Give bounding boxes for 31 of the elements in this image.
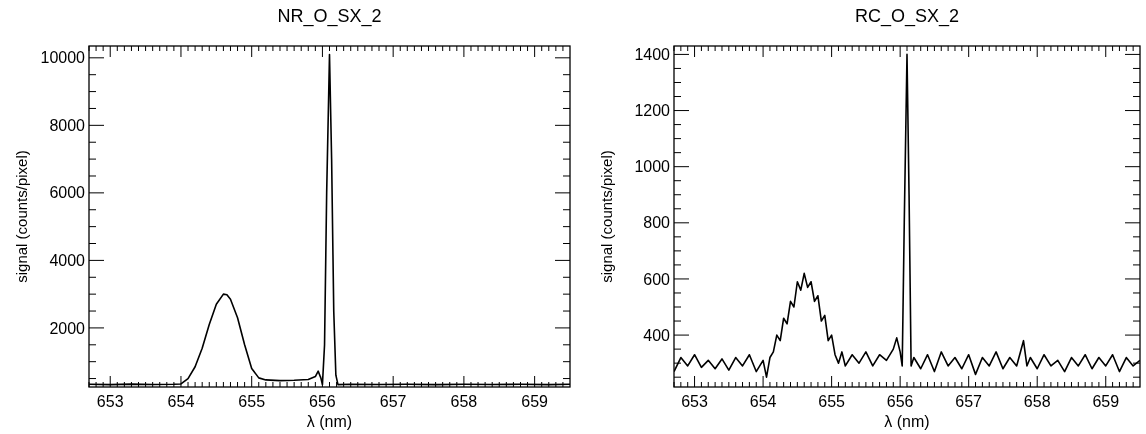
x-tick-label: 654 [167, 393, 195, 410]
x-tick-label: 659 [521, 393, 549, 410]
x-tick-label: 657 [379, 393, 407, 410]
y-tick-label: 600 [643, 270, 671, 288]
x-tick-label: 656 [886, 393, 914, 410]
x-tick-label: 656 [309, 393, 336, 410]
x-tick-label: 655 [818, 393, 846, 410]
y-tick-label: 8000 [49, 116, 86, 134]
x-axis-title: λ (nm) [306, 413, 353, 430]
x-tick-label: 658 [450, 393, 478, 410]
x-tick-label: 659 [1092, 393, 1120, 410]
y-tick-label: 800 [643, 214, 671, 232]
chart-title: NR_O_SX_2 [277, 6, 382, 27]
y-tick-label: 4000 [49, 251, 86, 269]
y-tick-label: 1400 [634, 46, 671, 64]
x-tick-label: 653 [96, 393, 124, 410]
x-tick-label: 658 [1023, 393, 1051, 410]
y-tick-label: 2000 [49, 319, 86, 337]
y-tick-label: 1000 [634, 158, 671, 176]
y-tick-label: 10000 [40, 49, 86, 67]
y-tick-label: 6000 [49, 184, 86, 202]
chart-title: RC_O_SX_2 [854, 6, 960, 27]
x-axis-title: λ (nm) [884, 413, 930, 430]
y-axis-title: signal (counts/pixel) [598, 150, 615, 283]
y-axis-title: signal (counts/pixel) [13, 150, 30, 283]
x-tick-label: 655 [238, 393, 266, 410]
y-tick-label: 400 [643, 326, 671, 344]
x-tick-label: 654 [749, 393, 777, 410]
y-tick-label: 1200 [634, 102, 671, 120]
x-tick-label: 653 [681, 393, 708, 410]
x-tick-label: 657 [955, 393, 983, 410]
